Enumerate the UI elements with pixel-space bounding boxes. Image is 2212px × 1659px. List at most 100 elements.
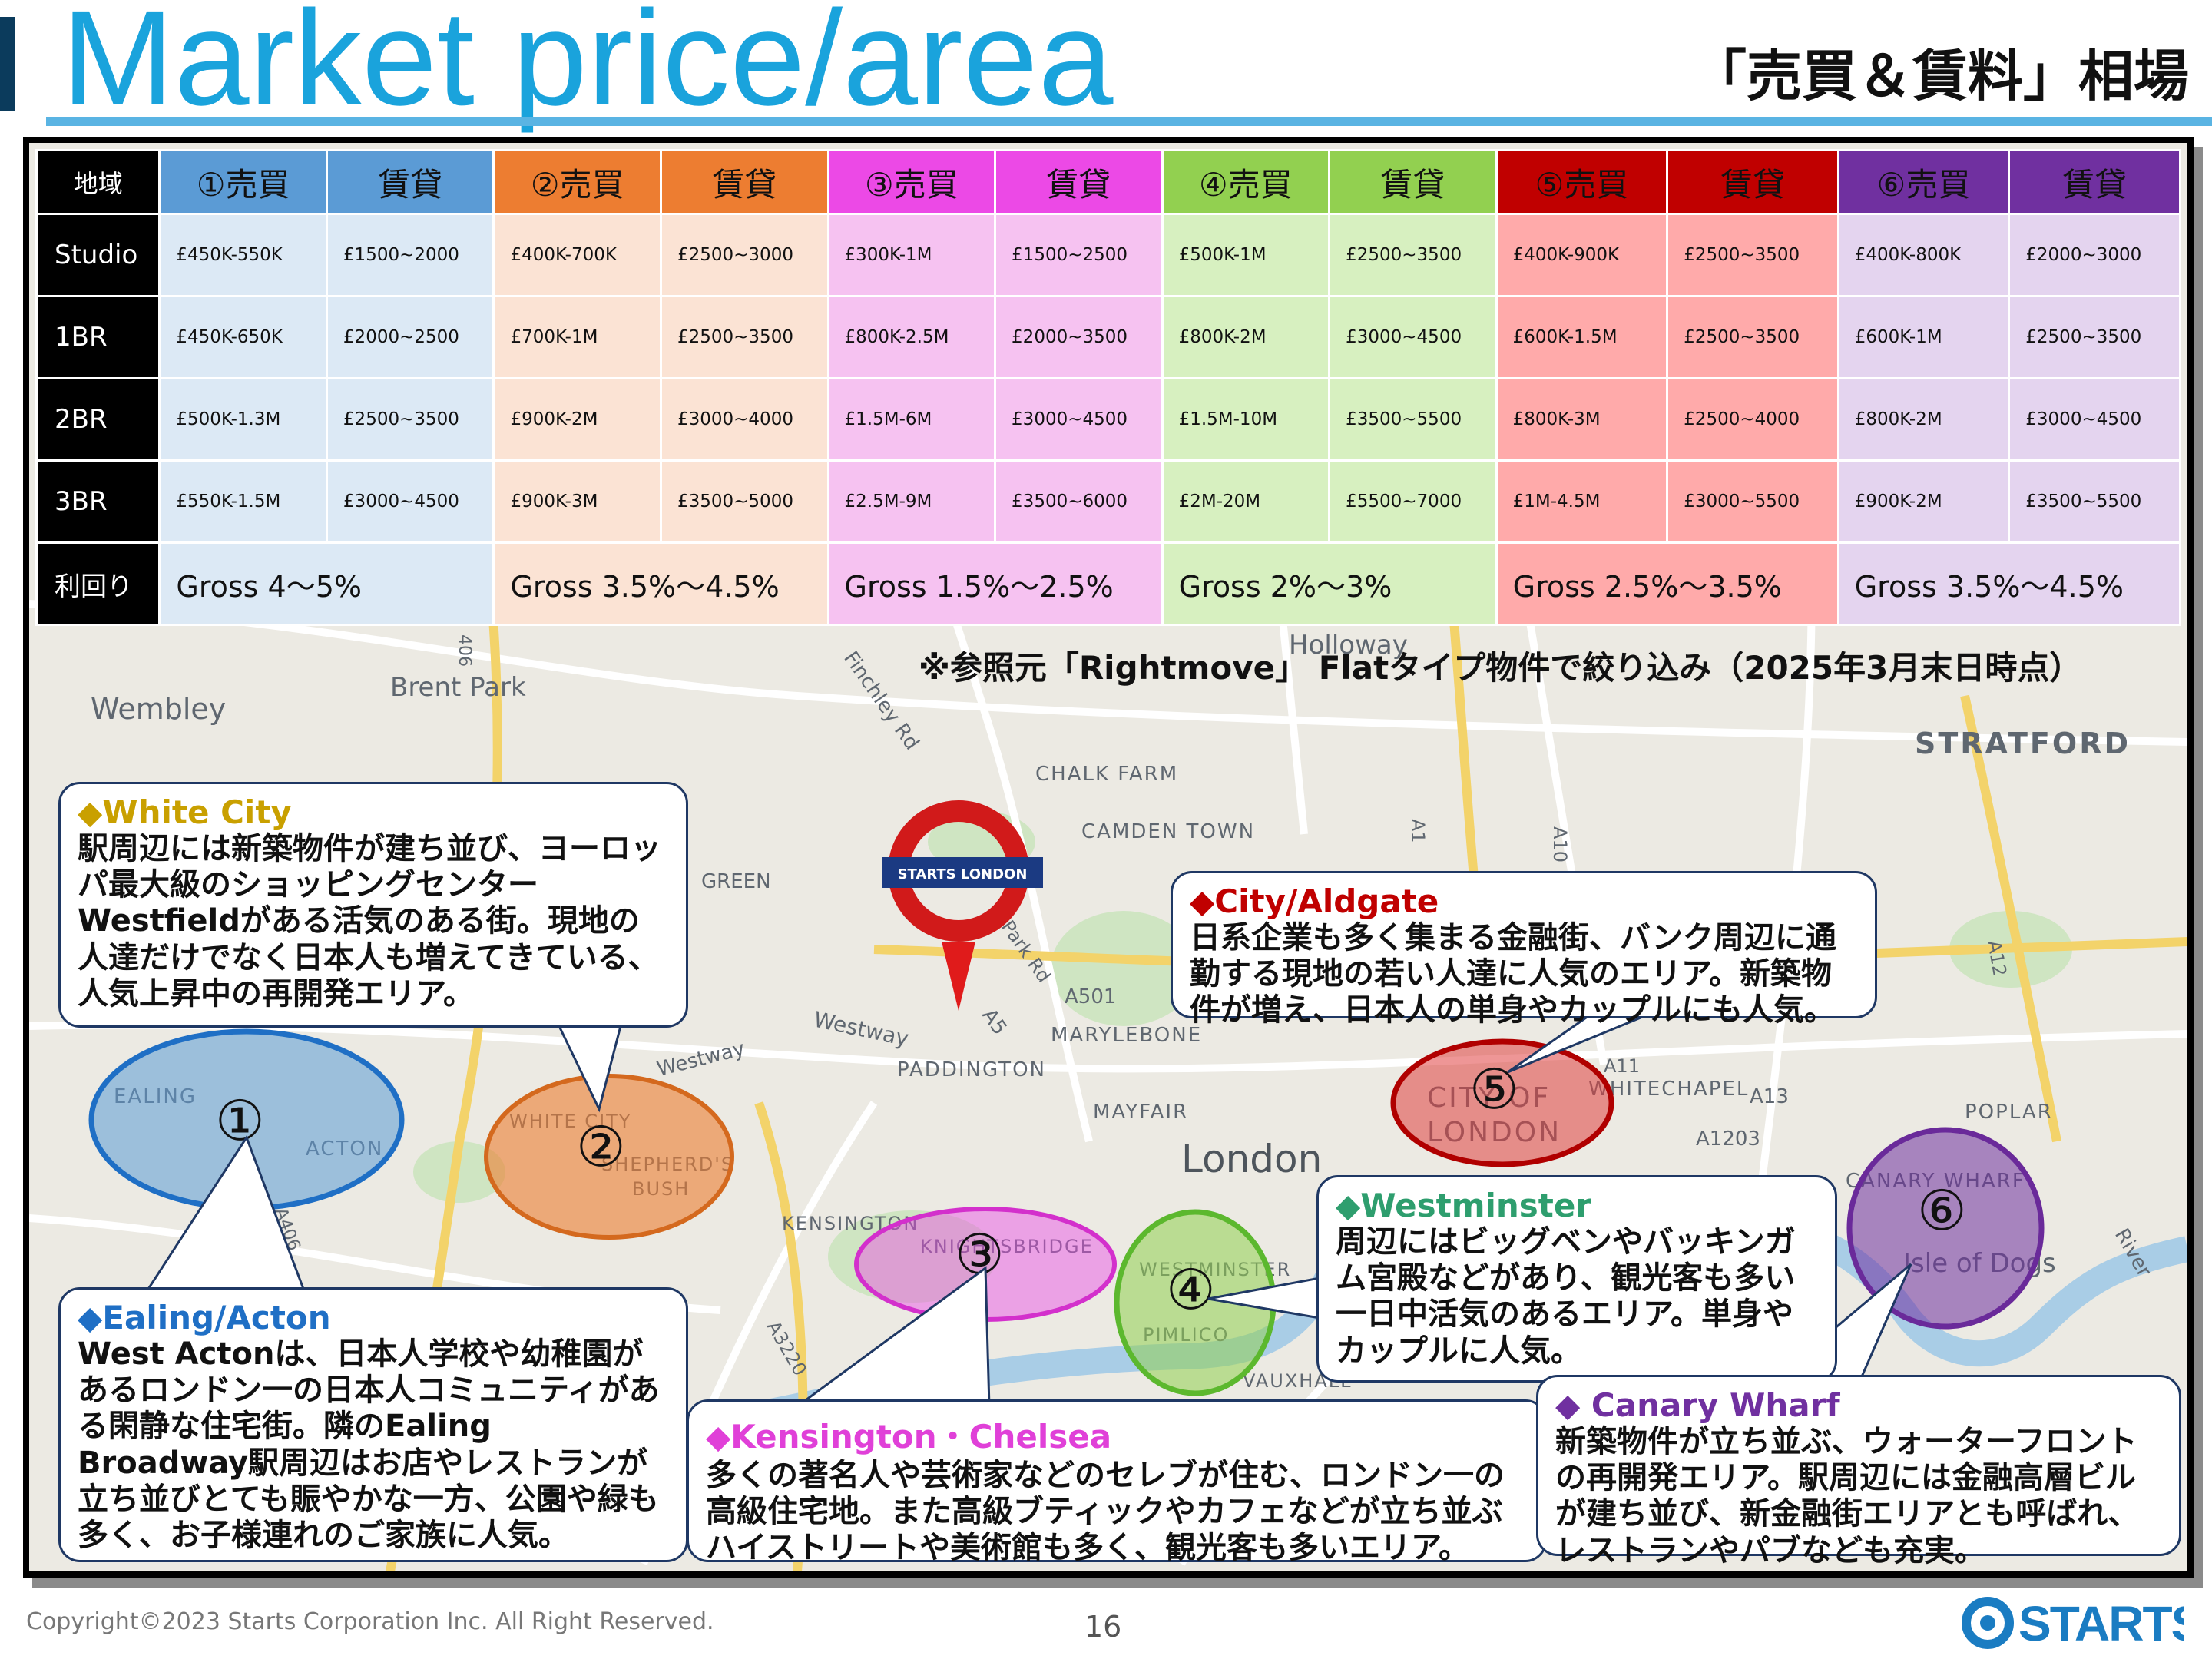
pin-label: STARTS LONDON (898, 866, 1028, 882)
area-marker-6: ⑥ (1917, 1178, 1967, 1243)
table-cell: £3000~4500 (325, 459, 495, 544)
col-header-4-rent: 賃貸 (1328, 149, 1498, 215)
table-cell: £3000~4500 (2008, 377, 2181, 462)
col-header-5-rent: 賃貸 (1666, 149, 1839, 215)
table-corner-label: 地域 (35, 149, 161, 215)
table-cell: £800K-2M (1161, 295, 1331, 379)
table-cell: £1M-4.5M (1495, 459, 1669, 544)
table-cell: £800K-2.5M (826, 295, 997, 379)
yield-cell-5: Gross 2.5%～3.5% (1495, 541, 1839, 626)
row-label: 1BR (35, 295, 161, 379)
callout-text: 多くの著名人や芸術家などのセレブが住む、ロンドン一の高級住宅地。また高級ブティッ… (706, 1458, 1505, 1566)
col-header-4-sale: ④売買 (1161, 149, 1331, 215)
page-subtitle: 「売買＆賃料」相場 (1690, 44, 2189, 108)
map-label-poplar: POPLAR (1965, 1101, 2053, 1124)
table-cell: £400K-700K (492, 213, 662, 297)
table-cell: £2500~3500 (1666, 213, 1839, 297)
area-marker-2: ② (576, 1114, 626, 1179)
table-cell: £3500~5500 (1328, 377, 1498, 462)
callout-text: West Actonは、日本人学校や幼稚園があるロンドン一の日本人コミュニティが… (78, 1336, 660, 1553)
callout-title: ◆Kensington・Chelsea (706, 1418, 1112, 1455)
table-cell: £2500~3500 (1666, 295, 1839, 379)
map-label-knightsbridge: KNIGHTSBRIDGE (920, 1236, 1094, 1257)
table-cell: £1.5M-10M (1161, 377, 1331, 462)
table-cell: £3000~4500 (1328, 295, 1498, 379)
map-label-a11-b: A11 (1604, 1055, 1640, 1077)
table-cell: £900K-3M (492, 459, 662, 544)
map-label-mayfair: MAYFAIR (1093, 1101, 1188, 1124)
map-label-a501: A501 (1065, 985, 1116, 1008)
callout-white-city: ◆White City 駅周辺には新築物件が建ち並び、ヨーロッパ最大級のショッピ… (58, 782, 688, 1028)
row-label: 2BR (35, 377, 161, 462)
table-cell: £2000~3500 (994, 295, 1164, 379)
map-label-paddington: PADDINGTON (897, 1058, 1046, 1081)
starts-logo: STARTS (1962, 1596, 2184, 1650)
map-label-whitechapel: WHITECHAPEL (1588, 1078, 1749, 1101)
row-label: Studio (35, 213, 161, 297)
table-cell: £2500~3000 (659, 213, 830, 297)
svg-text:STARTS: STARTS (2018, 1596, 2184, 1650)
table-cell: £2500~3500 (659, 295, 830, 379)
table-cell: £300K-1M (826, 213, 997, 297)
callout-text: 新築物件が立ち並ぶ、ウォーターフロントの再開発エリア。駅周辺には金融高層ビルが建… (1555, 1424, 2139, 1568)
col-header-2-rent: 賃貸 (659, 149, 830, 215)
callout-city: ◆City/Aldgate 日系企業も多く集まる金融街、バンク周辺に通勤する現地… (1171, 871, 1877, 1028)
area-marker-1: ① (215, 1088, 265, 1153)
map-label-wembley: Wembley (91, 692, 226, 726)
map-label-camden: CAMDEN TOWN (1081, 820, 1255, 843)
header-divider (46, 117, 2212, 126)
callout-canary: ◆ Canary Wharf 新築物件が立ち並ぶ、ウォーターフロントの再開発エリ… (1536, 1375, 2181, 1568)
yield-row: 利回り Gross 4～5% Gross 3.5%～4.5% Gross 1.5… (35, 541, 2182, 626)
col-header-1-sale: ①売買 (158, 149, 328, 215)
map-label-a13: A13 (1750, 1085, 1789, 1108)
table-cell: £3000~4500 (994, 377, 1164, 462)
starts-london-pin: STARTS LONDON (882, 800, 1043, 1011)
table-cell: £700K-1M (492, 295, 662, 379)
table-cell: £2000~3000 (2008, 213, 2181, 297)
col-header-6-sale: ⑥売買 (1836, 149, 2011, 215)
yield-cell-2: Gross 3.5%～4.5% (492, 541, 830, 626)
table-cell: £900K-2M (492, 377, 662, 462)
table-cell: £3000~4000 (659, 377, 830, 462)
col-header-2-sale: ②売買 (492, 149, 662, 215)
header-accent-bar (0, 17, 15, 111)
col-header-5-sale: ⑤売買 (1495, 149, 1669, 215)
map-label-stratford: STRATFORD (1915, 727, 2131, 760)
table-cell: £1500~2500 (994, 213, 1164, 297)
table-cell: £600K-1M (1836, 295, 2011, 379)
page-title: Market price/area (61, 0, 1114, 134)
price-table: 地域 ①売買 賃貸 ②売買 賃貸 ③売買 賃貸 ④売買 賃貸 ⑤売買 賃貸 ⑥売… (35, 149, 2182, 626)
table-cell: £900K-2M (1836, 459, 2011, 544)
table-cell: £3500~5500 (2008, 459, 2181, 544)
table-cell: £800K-2M (1836, 377, 2011, 462)
table-cell: £1500~2000 (325, 213, 495, 297)
callout-title: ◆City/Aldgate (1190, 882, 1439, 920)
table-cell: £3500~6000 (994, 459, 1164, 544)
table-header-row: 地域 ①売買 賃貸 ②売買 賃貸 ③売買 賃貸 ④売買 賃貸 ⑤売買 賃貸 ⑥売… (35, 149, 2181, 215)
callout-westminster: ◆Westminster 周辺にはビッグベンやバッキンガム宮殿などがあり、観光客… (1316, 1175, 1837, 1382)
table-cell: £500K-1M (1161, 213, 1331, 297)
table-cell: £450K-550K (158, 213, 328, 297)
map-label-green: GREEN (701, 870, 771, 893)
slide-panel: Wembley Brent Park Holloway STRATFORD CH… (23, 137, 2194, 1578)
table-cell: £2500~4000 (1666, 377, 1839, 462)
table-cell: £450K-650K (158, 295, 328, 379)
copyright-text: Copyright©2023 Starts Corporation Inc. A… (26, 1608, 714, 1635)
callout-title: ◆Ealing/Acton (78, 1299, 331, 1336)
table-cell: £1.5M-6M (826, 377, 997, 462)
yield-cell-6: Gross 3.5%～4.5% (1836, 541, 2182, 626)
map-label-406: 406 (455, 634, 474, 667)
table-cell: £5500~7000 (1328, 459, 1498, 544)
map-label-a1: A1 (1407, 819, 1429, 843)
callout-title: ◆Westminster (1336, 1187, 1592, 1224)
table-cell: £500K-1.3M (158, 377, 328, 462)
callout-ealing: ◆Ealing/Acton West Actonは、日本人学校や幼稚園があるロン… (58, 1287, 688, 1562)
yield-cell-3: Gross 1.5%～2.5% (826, 541, 1164, 626)
table-cell: £2500~3500 (2008, 295, 2181, 379)
table-cell: £3500~5000 (659, 459, 830, 544)
yield-label: 利回り (35, 541, 161, 626)
callout-title: ◆ Canary Wharf (1555, 1386, 1840, 1424)
col-header-3-rent: 賃貸 (994, 149, 1164, 215)
area-marker-5: ⑤ (1469, 1057, 1519, 1121)
table-cell: £2M-20M (1161, 459, 1331, 544)
